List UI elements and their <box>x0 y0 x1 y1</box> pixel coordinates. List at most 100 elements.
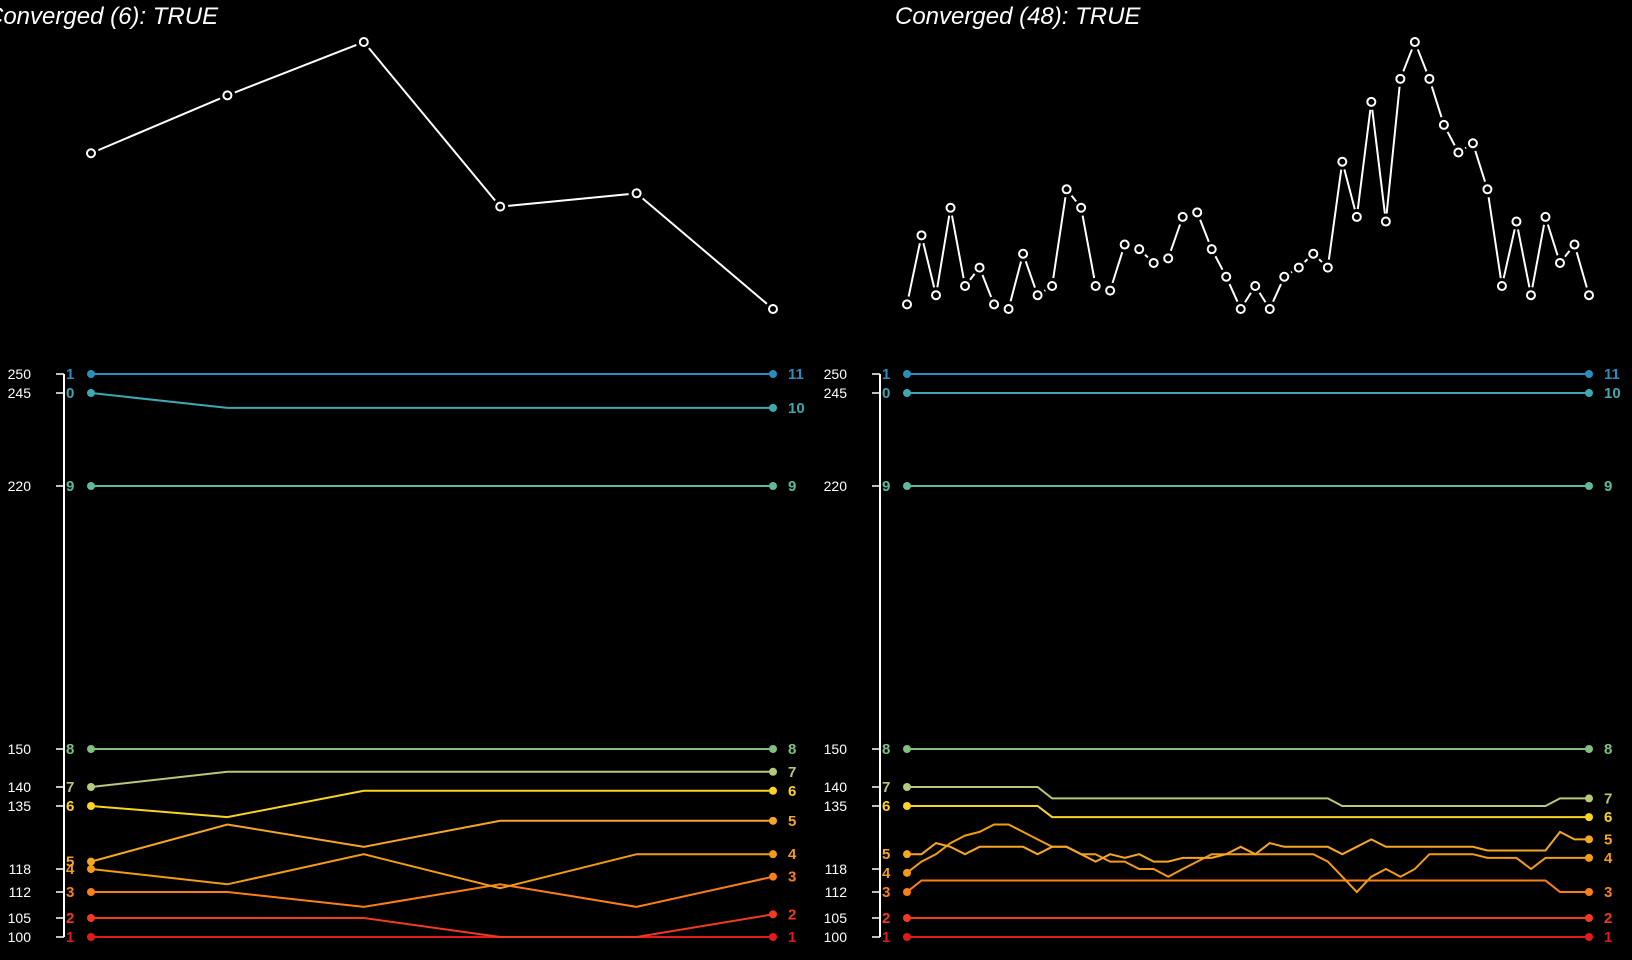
series-end-label: 6 <box>1604 809 1612 826</box>
series-end-label: 8 <box>788 741 796 758</box>
series-end-label: 10 <box>1604 385 1621 402</box>
series-start-point <box>903 482 911 490</box>
series-end-point <box>769 370 777 378</box>
y-tick-label: 220 <box>824 478 848 494</box>
series-start-label: 7 <box>882 779 890 796</box>
series-end-label: 4 <box>1604 850 1613 867</box>
series-end-label: 10 <box>788 400 805 417</box>
series-end-label: 4 <box>788 846 797 863</box>
series-end-point <box>1585 933 1593 941</box>
series-end-point <box>769 873 777 881</box>
series-start-point <box>903 914 911 922</box>
series-end-label: 2 <box>788 906 796 923</box>
series-start-point <box>903 783 911 791</box>
series-start-point <box>87 745 95 753</box>
series-end-point <box>1585 794 1593 802</box>
series-start-label: 7 <box>66 779 74 796</box>
series-start-label: 1 <box>66 366 74 383</box>
series-end-label: 1 <box>788 929 796 946</box>
series-end-point <box>1585 835 1593 843</box>
series-end-label: 11 <box>788 366 804 383</box>
series-start-label: 6 <box>66 798 74 815</box>
series-end-point <box>769 910 777 918</box>
series-start-point <box>87 783 95 791</box>
y-tick-label: 220 <box>8 478 32 494</box>
series-end-point <box>1585 370 1593 378</box>
panel-title: Converged (48): TRUE <box>895 3 1141 30</box>
series-end-label: 7 <box>1604 790 1612 807</box>
y-tick-label: 112 <box>825 884 848 900</box>
series-start-point <box>903 370 911 378</box>
series-start-label: 9 <box>882 478 890 495</box>
y-tick-label: 112 <box>9 884 32 900</box>
y-tick-label: 150 <box>824 741 848 757</box>
series-end-label: 8 <box>1604 741 1612 758</box>
y-tick-label: 250 <box>8 366 32 382</box>
series-end-label: 9 <box>1604 478 1612 495</box>
series-start-label: 0 <box>882 385 890 402</box>
y-tick-label: 250 <box>824 366 848 382</box>
y-tick-label: 140 <box>824 779 848 795</box>
y-tick-label: 135 <box>8 798 32 814</box>
series-end-label: 6 <box>788 783 796 800</box>
series-end-point <box>1585 888 1593 896</box>
series-end-point <box>769 817 777 825</box>
series-start-label: 3 <box>66 884 74 901</box>
series-end-point <box>1585 813 1593 821</box>
series-start-point <box>87 802 95 810</box>
convergence-segment <box>1465 148 1466 149</box>
series-end-label: 5 <box>788 813 796 830</box>
series-start-point <box>87 482 95 490</box>
series-start-label: 9 <box>66 478 74 495</box>
y-tick-label: 140 <box>8 779 32 795</box>
series-start-label: 3 <box>882 884 890 901</box>
series-end-point <box>769 482 777 490</box>
series-end-label: 9 <box>788 478 796 495</box>
series-start-point <box>903 389 911 397</box>
convergence-segment <box>1291 272 1292 273</box>
series-start-label: 1 <box>882 366 890 383</box>
series-end-label: 11 <box>1604 366 1620 383</box>
series-end-point <box>769 404 777 412</box>
series-start-point <box>903 802 911 810</box>
series-end-point <box>1585 854 1593 862</box>
panel-title: Converged (6): TRUE <box>0 3 219 30</box>
y-tick-label: 245 <box>824 385 848 401</box>
y-tick-label: 105 <box>824 910 848 926</box>
convergence-segment <box>1044 290 1045 291</box>
series-end-point <box>1585 389 1593 397</box>
series-start-label: 1 <box>66 929 74 946</box>
series-end-point <box>769 787 777 795</box>
series-start-point <box>87 389 95 397</box>
series-end-label: 1 <box>1604 929 1612 946</box>
y-tick-label: 150 <box>8 741 32 757</box>
series-start-label: 4 <box>882 865 891 882</box>
series-end-label: 3 <box>1604 884 1612 901</box>
series-start-point <box>87 933 95 941</box>
series-start-label: 6 <box>882 798 890 815</box>
series-end-point <box>769 933 777 941</box>
series-end-point <box>1585 745 1593 753</box>
y-tick-label: 100 <box>824 929 848 945</box>
series-start-point <box>903 745 911 753</box>
series-end-point <box>1585 482 1593 490</box>
y-tick-label: 100 <box>8 929 32 945</box>
series-start-label: 5 <box>66 854 74 871</box>
series-end-label: 2 <box>1604 910 1612 927</box>
y-tick-label: 118 <box>9 861 32 877</box>
series-start-point <box>903 869 911 877</box>
series-end-label: 5 <box>1604 831 1612 848</box>
y-tick-label: 105 <box>8 910 32 926</box>
series-end-label: 3 <box>788 869 796 886</box>
y-tick-label: 118 <box>825 861 848 877</box>
series-start-label: 8 <box>66 741 74 758</box>
series-end-point <box>769 850 777 858</box>
series-start-label: 0 <box>66 385 74 402</box>
series-start-point <box>903 850 911 858</box>
series-start-point <box>87 858 95 866</box>
y-tick-label: 245 <box>8 385 32 401</box>
series-start-point <box>87 370 95 378</box>
series-start-label: 8 <box>882 741 890 758</box>
